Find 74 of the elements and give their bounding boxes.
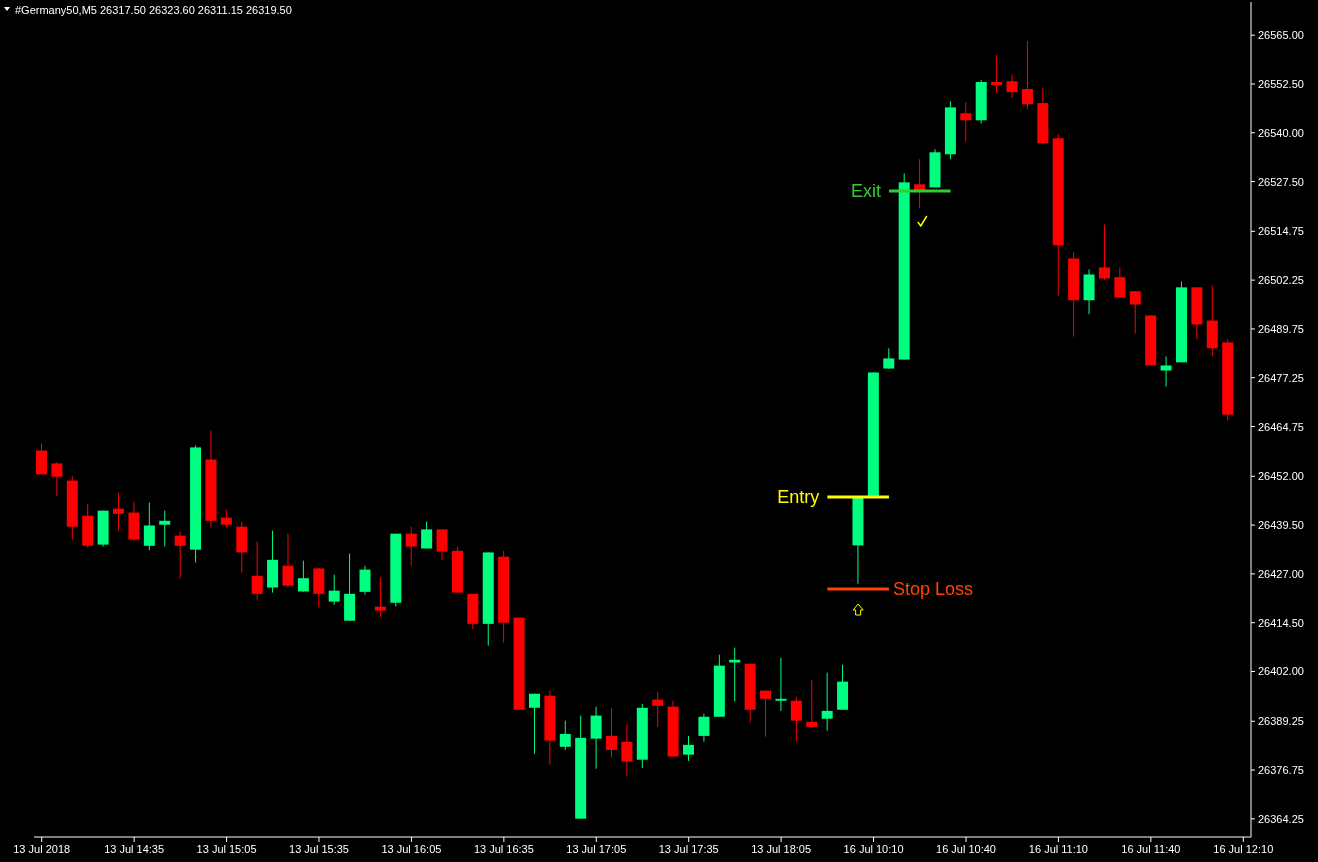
x-tick-label: 13 Jul 16:05: [381, 843, 442, 855]
candlestick: [590, 706, 602, 770]
y-tick-label: 26376.75: [1258, 764, 1304, 777]
y-tick-label: 26402.00: [1258, 665, 1304, 678]
candlestick: [698, 713, 710, 743]
x-tick-label: 13 Jul 15:05: [196, 843, 257, 855]
y-tick-label: 26489.75: [1258, 322, 1304, 335]
candlestick: [159, 510, 171, 548]
candlestick: [652, 691, 664, 728]
y-tick-label: 26439.50: [1258, 519, 1304, 532]
x-tick-label: 13 Jul 17:05: [566, 843, 627, 855]
candlestick: [297, 560, 309, 593]
y-tick-label: 26414.50: [1258, 616, 1304, 629]
annotation: Stop Loss: [892, 579, 974, 599]
candlestick: [113, 492, 125, 532]
x-tick-label: 13 Jul 17:35: [658, 843, 719, 855]
candlestick: [421, 521, 433, 550]
candlestick: [528, 693, 540, 755]
x-tick-label: 16 Jul 11:10: [1028, 843, 1088, 855]
candlestick: [991, 54, 1003, 94]
candlestick: [760, 690, 772, 738]
y-tick-label: 26364.25: [1258, 812, 1304, 825]
y-tick-label: 26514.75: [1258, 225, 1304, 238]
annotation: Entry: [777, 487, 820, 507]
x-tick-label: 13 Jul 15:35: [289, 843, 349, 855]
candlestick: [914, 158, 926, 209]
candlestick: [621, 723, 633, 777]
candlestick: [775, 657, 787, 712]
candlestick: [729, 647, 741, 703]
candlestick: [359, 565, 371, 596]
candlestick: [251, 540, 263, 601]
x-tick-label: 13 Jul 16:35: [473, 843, 534, 855]
candlestick: [374, 577, 386, 618]
x-tick-label: 16 Jul 11:40: [1121, 843, 1181, 855]
x-tick-label: 16 Jul 10:40: [936, 843, 996, 855]
candlestick: [960, 101, 972, 142]
chart-title: #Germany50,M5 26317.50 26323.60 26311.15 26319.50: [15, 4, 292, 16]
candlestick: [436, 528, 448, 561]
candlestick: [1129, 290, 1141, 334]
annotation: Exit: [850, 181, 881, 201]
y-tick-label: 26565.00: [1258, 29, 1304, 42]
candlestick: [1021, 40, 1033, 110]
candlestick: [328, 574, 340, 606]
y-tick-label: 26527.50: [1258, 175, 1304, 188]
x-tick-label: 16 Jul 12:10: [1213, 843, 1274, 855]
candlestick: [143, 501, 155, 551]
y-tick-label: 26427.00: [1258, 567, 1304, 580]
candlestick: [683, 735, 695, 762]
candlestick: [821, 672, 833, 732]
candlestick: [51, 461, 63, 497]
y-tick-label: 26502.25: [1258, 274, 1304, 287]
y-tick-label: 26389.25: [1258, 715, 1304, 728]
y-tick-label: 26552.50: [1258, 77, 1304, 90]
candlestick: [405, 526, 417, 567]
candlestick: [559, 720, 571, 751]
candlestick: [883, 347, 895, 370]
x-tick-label: 13 Jul 2018: [13, 843, 71, 855]
candlestick: [605, 707, 617, 759]
y-tick-label: 26540.00: [1258, 126, 1304, 139]
candlestick: [1114, 266, 1126, 299]
candlestick: [174, 531, 186, 580]
x-tick-label: 13 Jul 14:35: [104, 843, 165, 855]
candlestick: [1006, 73, 1018, 99]
x-tick-label: 13 Jul 18:05: [751, 843, 812, 855]
candlestick: [1098, 224, 1110, 281]
candlestick: [282, 533, 294, 588]
candlestick: [790, 696, 802, 743]
y-tick-label: 26477.25: [1258, 371, 1304, 384]
y-tick-label: 26464.75: [1258, 420, 1304, 433]
candlestick: [806, 679, 818, 729]
x-tick-label: 16 Jul 10:10: [843, 843, 904, 855]
y-tick-label: 26452.00: [1258, 470, 1304, 483]
candlestick: [1160, 355, 1172, 388]
candlestick: [36, 443, 47, 475]
